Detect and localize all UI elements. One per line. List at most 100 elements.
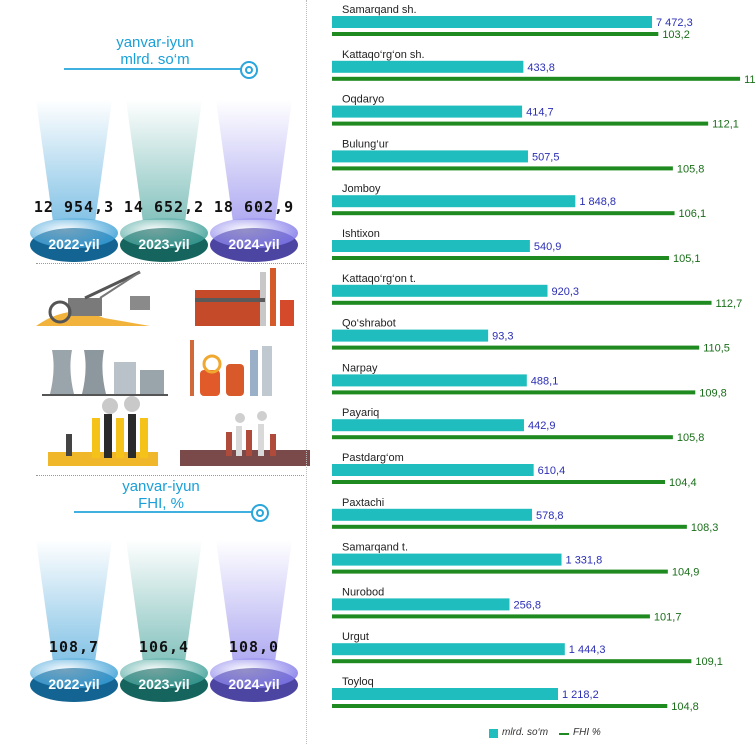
top-year: 2024-yil [228, 236, 280, 252]
mining-excavator-icon [36, 270, 150, 326]
bottom-pod-2022-yil: 108,7 2022-yil [30, 540, 118, 710]
value-label: 488,1 [531, 375, 559, 387]
legend-label-value: mlrd. so‘m [502, 727, 549, 738]
value-bar [332, 643, 565, 656]
value-label: 610,4 [538, 465, 566, 477]
index-bar [332, 32, 659, 36]
summary-panel: yanvar-iyun mlrd. so‘m 12 954,3 2022-yil 1… [0, 0, 310, 744]
bottom-pod-2023-yil: 106,4 2023-yil [120, 540, 208, 710]
power-plant-icon [42, 350, 168, 396]
divider [36, 263, 304, 264]
pedestal-top [210, 658, 298, 688]
category-label: Narpay [342, 362, 378, 374]
value-bar [332, 16, 652, 28]
bottom-header-unit: FHI, % [138, 495, 184, 512]
industry-icons [36, 268, 310, 466]
value-label: 256,8 [513, 599, 541, 611]
bottom-year: 2022-yil [48, 676, 100, 692]
category-label: Qo‘shrabot [342, 318, 396, 330]
value-bar [332, 329, 489, 342]
category-label: Samarqand t. [342, 542, 408, 554]
category-label: Oqdaryo [342, 94, 384, 106]
value-label: 578,8 [536, 510, 564, 522]
category-label: Paxtachi [342, 497, 384, 509]
top-value: 14 652,2 [123, 198, 205, 216]
index-bar [332, 390, 696, 395]
index-label: 109,1 [695, 656, 723, 668]
value-bar [332, 508, 532, 521]
index-bar [332, 256, 669, 260]
index-label: 108,3 [691, 522, 719, 534]
top-header-period: yanvar-iyun [116, 34, 194, 51]
bottom-header: yanvar-iyun FHI, % [86, 478, 236, 512]
category-label: Pastdarg‘om [342, 452, 404, 464]
value-bar [332, 374, 527, 387]
value-bar [332, 195, 576, 208]
value-label: 507,5 [532, 151, 560, 163]
value-bar [332, 419, 524, 432]
value-bar [332, 553, 562, 566]
top-year: 2023-yil [138, 236, 190, 252]
index-label: 105,1 [673, 253, 701, 265]
index-bar [332, 614, 650, 619]
bottom-value: 108,0 [228, 638, 280, 656]
value-bar [332, 464, 534, 476]
factory-icon [195, 268, 294, 326]
bottom-value: 108,7 [48, 638, 100, 656]
category-label: Bulung‘ur [342, 138, 389, 150]
value-bar [332, 150, 528, 163]
index-label: 104,4 [669, 477, 697, 489]
index-bar [332, 704, 668, 708]
value-label: 414,7 [526, 107, 554, 119]
refinery-icon [190, 340, 272, 396]
value-label: 433,8 [527, 62, 555, 74]
index-label: 101,7 [654, 611, 682, 623]
value-label: 7 472,3 [656, 17, 693, 29]
index-bar [332, 435, 673, 440]
index-bar [332, 211, 675, 216]
value-bar [332, 688, 558, 700]
value-label: 1 444,3 [569, 644, 606, 656]
value-label: 1 848,8 [579, 196, 616, 208]
industrial-plant-icon [48, 396, 158, 466]
top-header-knob-icon [240, 61, 258, 79]
pedestal-top [210, 218, 298, 248]
top-pod-2024-yil: 18 602,9 2024-yil [210, 100, 298, 270]
category-label: Kattaqo‘rg‘on sh. [342, 49, 425, 61]
index-label: 117,8 [744, 74, 756, 86]
value-label: 1 331,8 [566, 555, 603, 567]
index-label: 112,7 [716, 298, 743, 310]
bottom-header-line [74, 511, 254, 513]
legend-swatch-index [559, 733, 569, 735]
value-bar [332, 598, 510, 611]
bottom-header-knob-icon [251, 504, 269, 522]
value-bar [332, 60, 524, 73]
index-label: 106,1 [679, 208, 707, 220]
index-label: 105,8 [677, 432, 705, 444]
top-header-unit: mlrd. so‘m [120, 51, 190, 68]
category-label: Jomboy [342, 183, 381, 195]
index-bar [332, 121, 709, 126]
index-label: 109,8 [699, 387, 727, 399]
smokestack-factory-icon [180, 411, 310, 466]
value-bar [332, 240, 530, 252]
index-label: 104,8 [671, 701, 699, 713]
category-label: Nurobod [342, 586, 384, 598]
top-value: 12 954,3 [33, 198, 115, 216]
panel-divider [306, 0, 307, 744]
category-label: Kattaqo‘rg‘on t. [342, 273, 416, 285]
value-label: 920,3 [552, 286, 580, 298]
index-bar [332, 524, 687, 529]
category-label: Toyloq [342, 676, 374, 688]
index-bar [332, 345, 700, 350]
pedestal-top [30, 658, 118, 688]
top-value: 18 602,9 [213, 198, 295, 216]
legend-label-index: FHI % [573, 727, 601, 738]
value-label: 442,9 [528, 420, 556, 432]
index-label: 103,2 [662, 29, 690, 41]
bottom-value: 106,4 [138, 638, 190, 656]
index-bar [332, 569, 668, 574]
index-label: 104,9 [672, 567, 700, 579]
top-year: 2022-yil [48, 236, 100, 252]
top-pod-2023-yil: 14 652,2 2023-yil [120, 100, 208, 270]
